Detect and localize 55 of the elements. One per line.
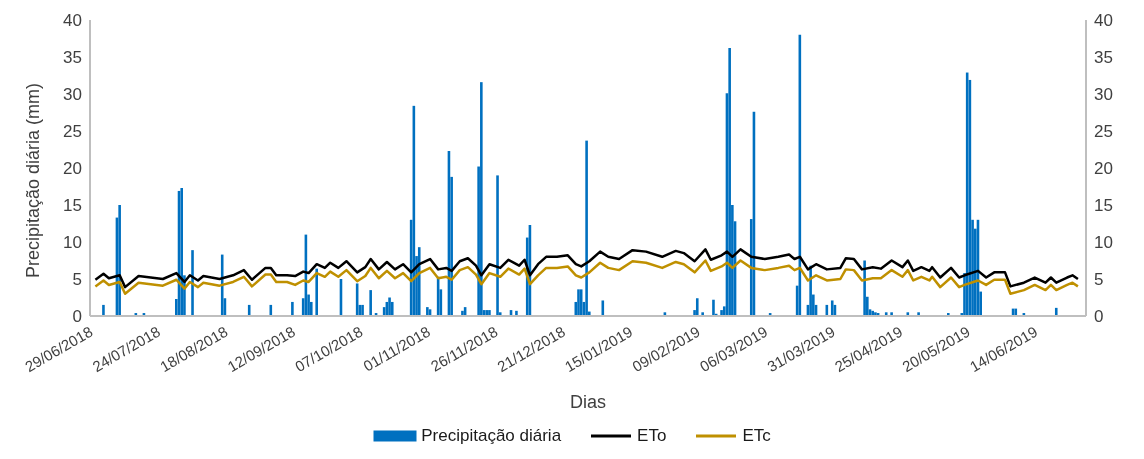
legend-label: ETo	[637, 426, 667, 446]
legend-label: Precipitação diária	[421, 426, 562, 446]
bar	[390, 301, 394, 316]
y2-tick-label: 20	[1094, 159, 1113, 179]
y2-tick-label: 0	[1094, 307, 1104, 327]
bar	[701, 312, 704, 316]
bar	[728, 48, 731, 316]
bar	[695, 298, 699, 316]
y-tick-label: 5	[72, 270, 82, 290]
line-series	[94, 259, 1080, 296]
bar	[1054, 307, 1058, 316]
bar	[579, 289, 583, 316]
y-axis-title: Precipitação diária (mm)	[23, 82, 44, 278]
y2-tick-label: 5	[1094, 270, 1104, 290]
bar	[585, 140, 588, 316]
line-series	[94, 248, 1080, 289]
x-axis-title: Dias	[569, 392, 607, 412]
y-tick-label: 0	[72, 307, 82, 327]
bar	[247, 304, 251, 316]
bar	[496, 175, 499, 316]
y2-tick-label: 15	[1094, 196, 1113, 216]
bar	[369, 290, 372, 316]
bar	[917, 312, 920, 316]
bar	[102, 304, 105, 316]
bar	[830, 300, 834, 316]
bar	[191, 250, 194, 316]
bar	[269, 304, 273, 316]
bar	[220, 254, 224, 316]
bar	[118, 205, 121, 316]
y-tick-label: 25	[63, 122, 82, 142]
bar	[712, 299, 715, 316]
bar	[480, 82, 483, 316]
bar	[890, 312, 893, 316]
bar	[577, 289, 580, 316]
y-tick-label: 35	[63, 48, 82, 68]
bar	[291, 301, 294, 316]
legend-label: ETc	[742, 426, 771, 446]
bar	[515, 310, 518, 316]
y2-tick-label: 10	[1094, 233, 1113, 253]
y-tick-label: 10	[63, 233, 82, 253]
y-tick-label: 20	[63, 159, 82, 179]
bar	[863, 260, 866, 316]
bar	[884, 312, 888, 316]
y2-tick-label: 40	[1094, 11, 1113, 31]
y2-tick-label: 25	[1094, 122, 1113, 142]
y2-tick-label: 35	[1094, 48, 1113, 68]
bar	[601, 300, 605, 316]
y-tick-label: 15	[63, 196, 82, 216]
y-tick-label: 30	[63, 85, 82, 105]
y-tick-label: 40	[63, 11, 82, 31]
bar	[720, 310, 723, 316]
bar	[315, 268, 318, 316]
bar	[388, 297, 391, 316]
bar	[488, 310, 491, 316]
y2-tick-label: 30	[1094, 85, 1113, 105]
